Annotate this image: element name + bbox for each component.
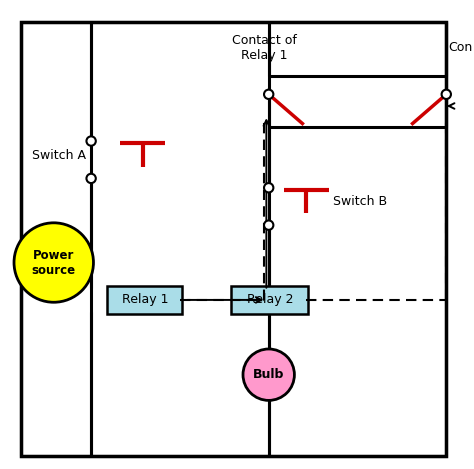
Circle shape [14, 223, 93, 302]
Circle shape [86, 174, 96, 183]
Text: Contact of
Relay 1: Contact of Relay 1 [232, 34, 296, 61]
FancyBboxPatch shape [231, 286, 309, 314]
Text: Bulb: Bulb [253, 368, 284, 381]
Text: Con: Con [448, 41, 473, 54]
Circle shape [86, 136, 96, 146]
Circle shape [264, 183, 273, 192]
Text: Power
source: Power source [32, 249, 76, 277]
Circle shape [243, 349, 294, 401]
Text: Relay 1: Relay 1 [122, 294, 168, 306]
Text: Switch A: Switch A [32, 149, 86, 161]
Circle shape [264, 220, 273, 230]
FancyBboxPatch shape [108, 286, 182, 314]
Text: Switch B: Switch B [333, 195, 387, 208]
Text: Relay 2: Relay 2 [246, 294, 293, 306]
Circle shape [264, 90, 273, 99]
Circle shape [442, 90, 451, 99]
